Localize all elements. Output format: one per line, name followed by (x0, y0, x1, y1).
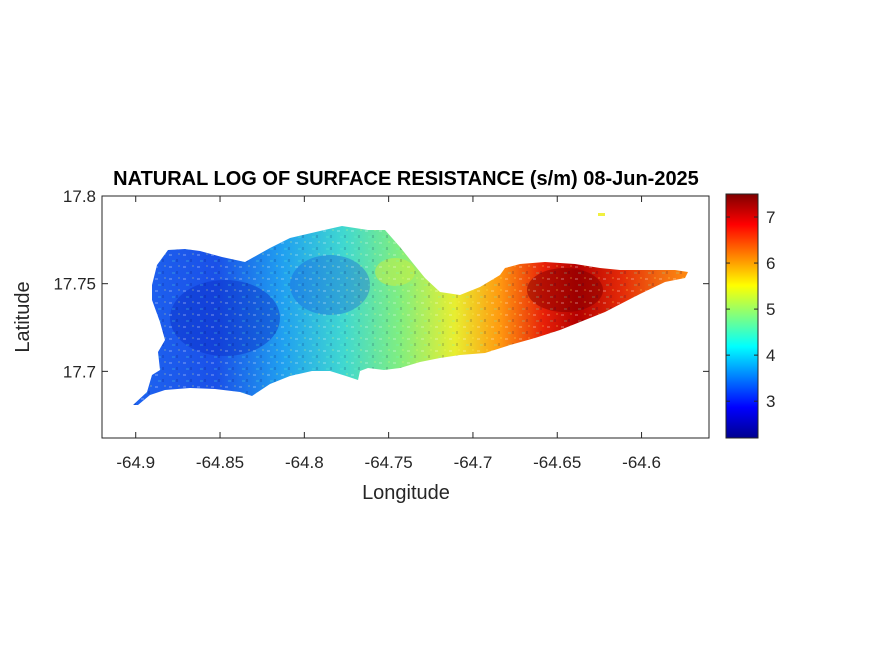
colorbar-tick-label: 6 (766, 254, 775, 273)
chart-title: NATURAL LOG OF SURFACE RESISTANCE (s/m) … (113, 168, 699, 190)
y-tick-label: 17.7 (63, 362, 96, 381)
colorbar-tick-label: 4 (766, 346, 775, 365)
y-axis-label: Latitude (12, 281, 34, 352)
x-axis-label: Longitude (362, 482, 450, 504)
colorbar-tick-label: 7 (766, 208, 775, 227)
x-tick-label: -64.6 (622, 453, 661, 472)
x-tick-label: -64.85 (196, 453, 244, 472)
x-tick-label: -64.8 (285, 453, 324, 472)
x-tick-label: -64.7 (454, 453, 493, 472)
y-tick-label: 17.75 (53, 275, 96, 294)
colorbar-ticks: 3 4 5 6 7 (726, 208, 775, 411)
small-islet (598, 213, 605, 216)
y-tick-label: 17.8 (63, 187, 96, 206)
colorbar (725, 193, 759, 439)
x-tick-label: -64.75 (365, 453, 413, 472)
y-axis: 17.7 17.75 17.8 (53, 187, 709, 381)
colorbar-tick-label: 3 (766, 392, 775, 411)
x-tick-label: -64.65 (533, 453, 581, 472)
colorbar-tick-label: 5 (766, 300, 775, 319)
x-tick-label: -64.9 (116, 453, 155, 472)
x-axis: -64.9 -64.85 -64.8 -64.75 -64.7 -64.65 -64.6 (116, 196, 661, 472)
